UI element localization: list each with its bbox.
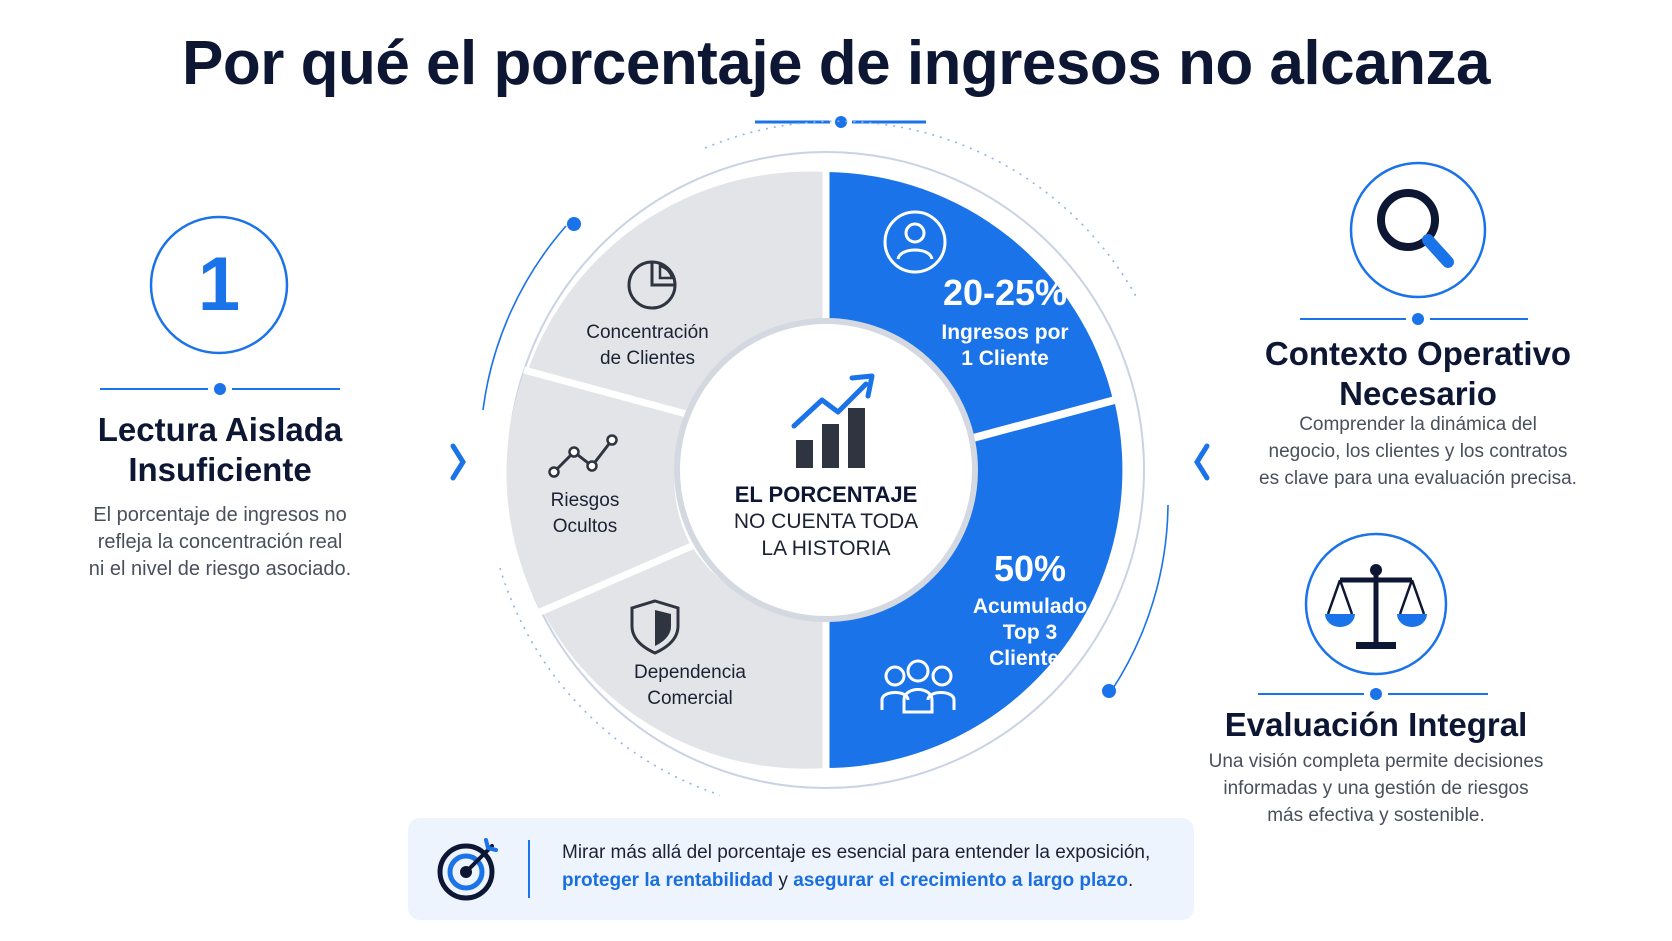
scales-badge [1258, 532, 1488, 700]
left-heading-line1: Lectura Aislada [97, 411, 343, 448]
segment-dependencia-line1: Dependencia [634, 662, 746, 683]
segment-one-client-line1: Ingresos por [941, 321, 1069, 344]
left-description: El porcentaje de ingresos no refleja la … [50, 502, 390, 583]
hub-sub-line1: NO CUENTA TODA [733, 510, 919, 533]
segment-top3-line2: Top 3 [1002, 621, 1058, 644]
left-heading: Lectura Aislada Insuficiente [40, 410, 400, 490]
page-title: Por qué el porcentaje de ingresos no alc… [182, 29, 1490, 98]
number-badge [100, 215, 340, 395]
right-bottom-heading: Evaluación Integral [1224, 706, 1528, 743]
left-heading-line2: Insuficiente [128, 451, 312, 488]
hub-text: EL PORCENTAJE NO CUENTA TODA LA HISTORIA [716, 482, 936, 562]
segment-one-client-line2: 1 Cliente [961, 347, 1049, 370]
line-trend-icon [548, 434, 618, 478]
segment-one-client-value: 20-25% [942, 272, 1068, 313]
segment-one-client-label: Ingresos por 1 Cliente [915, 320, 1095, 372]
segment-top3-value: 50% [993, 548, 1067, 589]
segment-top3-line1: Acumulado [972, 595, 1088, 618]
banner-end: . [1127, 870, 1134, 891]
segment-riesgos [506, 372, 690, 610]
right-top-text-line3: es clave para una evaluación precisa. [1259, 468, 1577, 489]
segment-riesgos-line2: Ocultos [552, 516, 618, 537]
right-bottom-description: Una visión completa permite decisiones i… [1176, 748, 1576, 829]
segment-top3-label: Acumulado Top 3 Clientes [945, 594, 1115, 672]
right-bottom-text-line2: informadas y una gestión de riesgos [1223, 778, 1529, 799]
left-text-line3: ni el nivel de riesgo asociado. [88, 558, 352, 580]
shield-icon [630, 599, 680, 655]
target-icon [437, 838, 498, 901]
group-icon [880, 659, 956, 714]
segment-riesgos-line1: Riesgos [550, 490, 620, 511]
segment-one-client [826, 172, 1113, 440]
right-top-description: Comprender la dinámica del negocio, los … [1230, 411, 1606, 492]
segment-concentracion-line2: de Clientes [599, 348, 696, 369]
segment-ring [506, 170, 1123, 772]
segment-top3-line3: Clientes [989, 647, 1071, 670]
bar-chart-growth-icon [791, 373, 875, 468]
hub-sub-line2: LA HISTORIA [761, 537, 891, 560]
segment-concentracion-line1: Concentración [586, 322, 709, 343]
title-divider [755, 116, 926, 128]
right-top-heading-line1: Contexto Operativo [1264, 335, 1572, 372]
magnifier-badge [1300, 161, 1528, 325]
segment-riesgos-label: Riesgos Ocultos [530, 488, 640, 540]
right-top-heading-line2: Necesario [1339, 375, 1497, 412]
segment-top3 [826, 404, 1123, 768]
summary-banner: Mirar más allá del porcentaje es esencia… [408, 818, 1194, 920]
user-icon [883, 210, 947, 274]
right-top-text-line1: Comprender la dinámica del [1299, 414, 1537, 435]
banner-connector: y [773, 870, 794, 891]
banner-divider [528, 840, 530, 898]
hub-title: EL PORCENTAJE [734, 482, 918, 507]
segment-concentracion-label: Concentración de Clientes [560, 320, 735, 372]
pie-chart-icon [627, 260, 677, 310]
banner-line2: proteger la rentabilidad y asegurar el c… [562, 870, 1182, 892]
right-top-heading: Contexto Operativo Necesario [1240, 334, 1596, 414]
segment-concentracion [528, 171, 826, 414]
banner-highlight-1: proteger la rentabilidad [562, 870, 774, 891]
left-text-line1: El porcentaje de ingresos no [93, 504, 347, 526]
banner-highlight-2: asegurar el crecimiento a largo plazo [793, 870, 1128, 891]
right-bottom-text-line1: Una visión completa permite decisiones [1208, 751, 1544, 772]
left-text-line2: refleja la concentración real [97, 531, 343, 553]
magnifier-icon [1377, 189, 1454, 268]
scales-icon [1325, 564, 1427, 649]
segment-dependencia-line2: Comercial [647, 688, 733, 709]
right-bottom-text-line3: más efectiva y sostenible. [1267, 805, 1485, 826]
banner-line1: Mirar más allá del porcentaje es esencia… [562, 842, 1151, 863]
segment-dependencia-label: Dependencia Comercial [610, 660, 770, 712]
right-top-text-line2: negocio, los clientes y los contratos [1268, 441, 1568, 462]
section-number: 1 [197, 242, 241, 327]
